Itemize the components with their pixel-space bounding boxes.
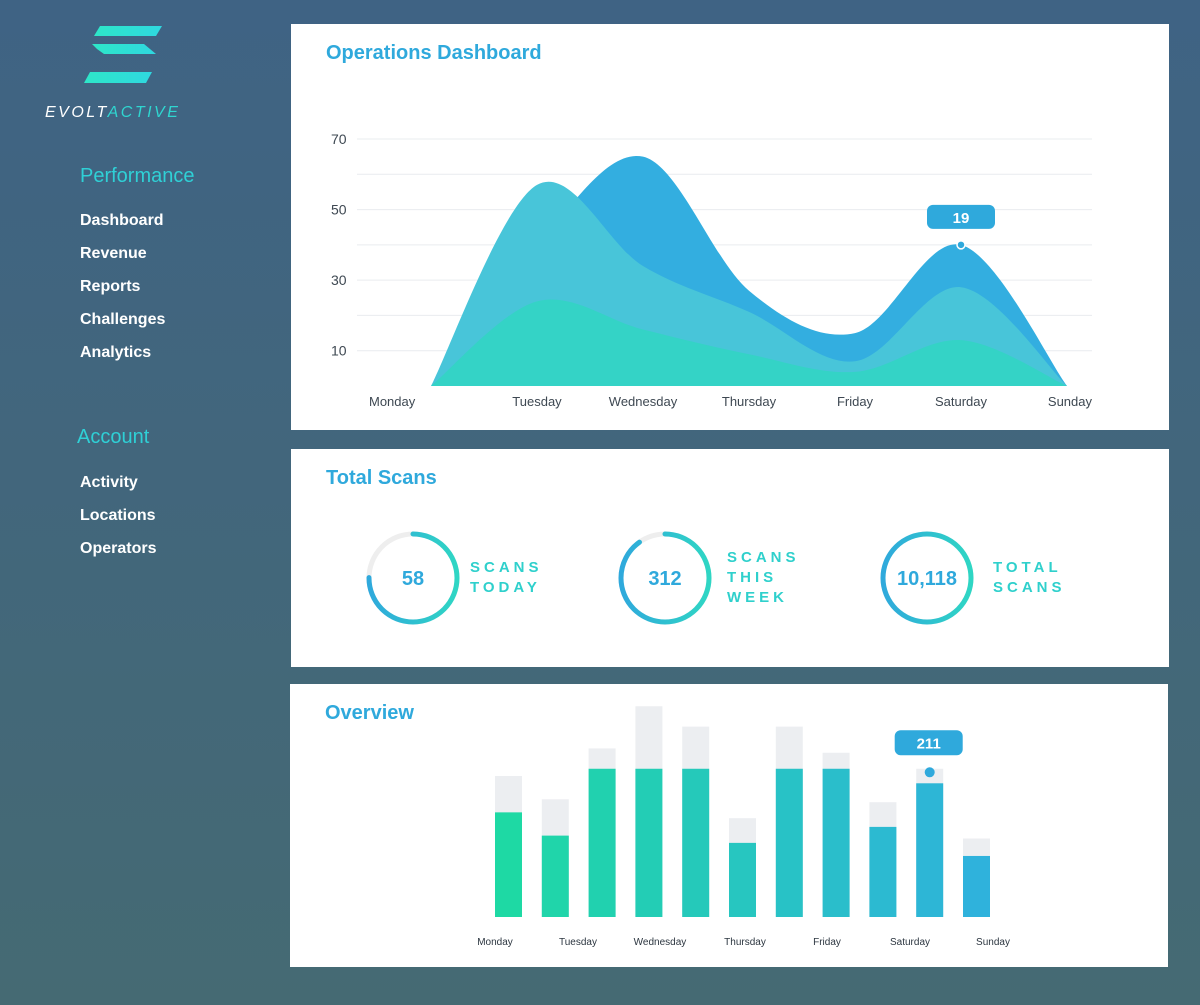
tooltip-value: 19 — [953, 210, 970, 227]
x-tick-label: Tuesday — [512, 394, 562, 409]
stat-label-line: WEEK — [727, 589, 788, 606]
y-tick-label: 10 — [331, 343, 347, 359]
stat-label-line: TOTAL — [993, 559, 1062, 576]
x-tick-label: Tuesday — [559, 937, 597, 948]
area-series-0 — [431, 299, 1067, 386]
nav-item-dashboard[interactable]: Dashboard — [80, 212, 164, 229]
nav-item-locations[interactable]: Locations — [80, 507, 156, 524]
stat-label-line: TODAY — [470, 579, 541, 596]
x-tick-label: Thursday — [724, 937, 766, 948]
tooltip-dot — [956, 240, 966, 250]
total-scans-title: Total Scans — [326, 467, 437, 489]
tooltip-dot — [924, 767, 935, 778]
x-tick-label: Monday — [477, 937, 513, 948]
x-tick-label: Saturday — [935, 394, 988, 409]
brand-name-part2: ACTIVE — [107, 104, 181, 121]
nav-heading-account: Account — [77, 426, 150, 448]
overview-card: Overview Monday Tuesday Wednesday Thursday F… — [290, 684, 1168, 967]
nav-item-activity[interactable]: Activity — [80, 474, 138, 491]
bar-value — [869, 826, 897, 917]
x-tick-label: Wednesday — [634, 937, 687, 948]
bar-value — [541, 835, 569, 917]
y-tick-label: 70 — [331, 131, 347, 147]
brand-logo-text: EVOLTACTIVE — [45, 104, 180, 122]
bar-value — [775, 768, 803, 917]
stat-label-scans-this-week: SCANS THIS WEEK — [727, 548, 800, 608]
brand-name-part1: EVOLT — [45, 104, 108, 121]
nav-item-analytics[interactable]: Analytics — [80, 344, 152, 361]
sidebar: EVOLTACTIVE Performance Dashboard Revenu… — [0, 0, 270, 1005]
overview-title: Overview — [325, 702, 414, 724]
tooltip-box — [894, 730, 963, 756]
x-tick-label: Saturday — [890, 937, 930, 948]
ring-progress — [366, 531, 460, 625]
total-scans-card: Total Scans 58 312 10,118 SCANS TODAY SCAN… — [291, 449, 1169, 667]
nav-item-revenue[interactable]: Revenue — [80, 245, 147, 262]
bar-value — [682, 768, 710, 917]
stat-label-line: SCANS — [470, 559, 543, 576]
x-tick-label: Wednesday — [609, 394, 678, 409]
y-tick-label: 30 — [331, 272, 347, 288]
nav-item-challenges[interactable]: Challenges — [80, 311, 166, 328]
stat-label-total-scans: TOTAL SCANS — [993, 558, 1066, 598]
bar-value — [916, 783, 944, 917]
stat-label-scans-today: SCANS TODAY — [470, 558, 543, 598]
bar-value — [729, 842, 756, 917]
scan-rings: 58 312 10,118 — [366, 531, 974, 625]
x-tick-label: Monday — [369, 394, 416, 409]
x-tick-label: Sunday — [1048, 394, 1093, 409]
operations-area-chart: 70 50 30 10 Monday Tuesday Wednesday Thursday Fr… — [331, 131, 1093, 409]
operations-card: Operations Dashboard 70 50 30 10 Monday Tuesd… — [291, 24, 1169, 430]
logo-icon — [84, 26, 162, 83]
ring-progress — [618, 531, 712, 625]
y-tick-label: 50 — [331, 202, 347, 218]
stat-value: 312 — [648, 568, 681, 590]
nav-heading-performance: Performance — [80, 165, 195, 187]
nav-item-operators[interactable]: Operators — [80, 540, 157, 557]
stat-value: 58 — [402, 568, 424, 590]
x-tick-label: Friday — [813, 937, 841, 948]
tooltip-box — [927, 204, 995, 229]
overview-bar-chart: Monday Tuesday Wednesday Thursday Friday Satu… — [477, 706, 1010, 948]
stat-label-line: SCANS — [993, 579, 1066, 596]
bar-value — [635, 768, 663, 917]
x-tick-label: Friday — [837, 394, 874, 409]
bar-value — [963, 855, 990, 917]
ring-progress — [880, 531, 974, 625]
operations-title: Operations Dashboard — [326, 42, 542, 64]
x-tick-label: Sunday — [976, 937, 1010, 948]
stat-value: 10,118 — [897, 568, 957, 590]
stat-label-line: SCANS — [727, 549, 800, 566]
stat-label-line: THIS — [727, 569, 778, 586]
x-tick-label: Thursday — [722, 394, 777, 409]
nav-item-reports[interactable]: Reports — [80, 278, 141, 295]
bar-value — [588, 768, 616, 917]
bar-value — [822, 768, 850, 917]
tooltip-value: 211 — [917, 735, 941, 752]
bar-value — [495, 812, 522, 917]
